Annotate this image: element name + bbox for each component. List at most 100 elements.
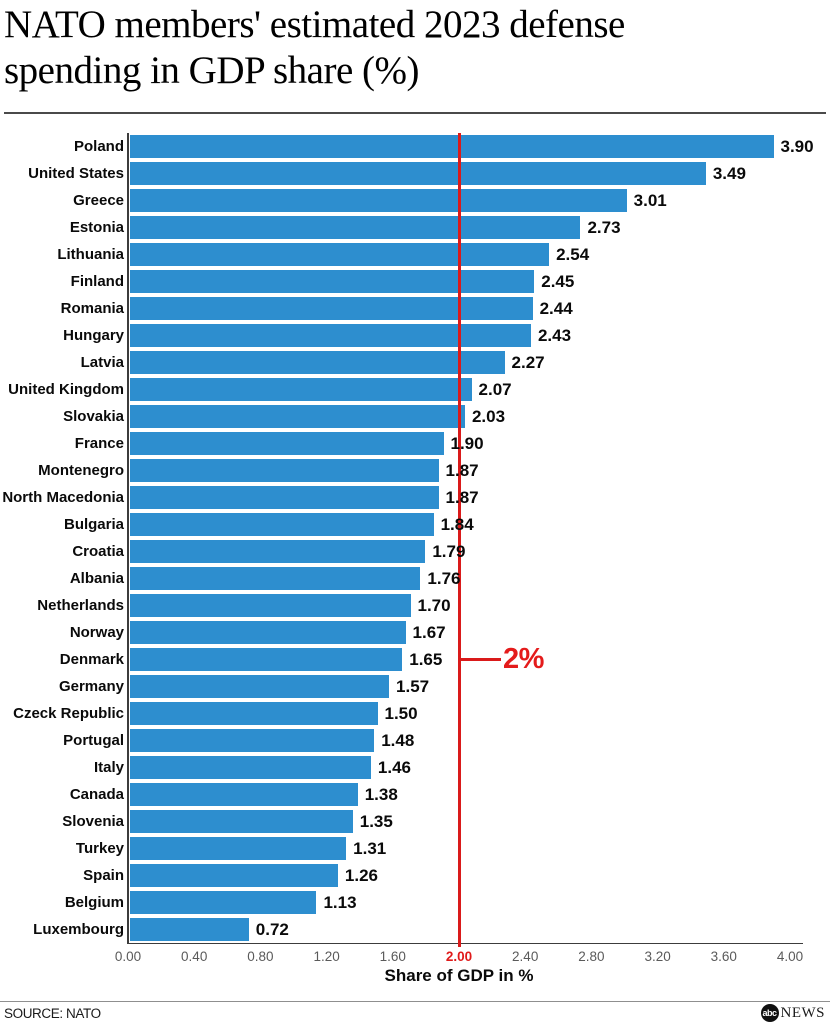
category-label: Norway <box>69 624 124 641</box>
bar-row: France 1.90 <box>0 430 830 457</box>
category-label: United States <box>28 165 124 182</box>
value-label: 1.65 <box>409 649 443 669</box>
value-label: 1.35 <box>359 811 393 831</box>
bar <box>130 351 505 374</box>
bar <box>130 189 627 212</box>
value-label: 1.79 <box>432 541 466 561</box>
bar-track: 1.67 <box>130 621 830 644</box>
bar-row: Poland 3.90 <box>0 133 830 160</box>
bar-row: Croatia 1.79 <box>0 538 830 565</box>
bar <box>130 243 550 266</box>
bar <box>130 162 706 185</box>
bar-track: 1.65 <box>130 648 830 671</box>
bar <box>130 810 353 833</box>
bar-track: 1.46 <box>130 756 830 779</box>
bar <box>130 918 249 941</box>
chart-title: NATO members' estimated 2023 defense spen… <box>4 2 824 93</box>
reference-line-label: 2% <box>503 642 544 675</box>
category-label: Montenegro <box>38 462 124 479</box>
category-label: Slovenia <box>62 813 124 830</box>
category-label: United Kingdom <box>8 381 124 398</box>
bar-row: Belgium 1.13 <box>0 889 830 916</box>
category-label: Slovakia <box>63 408 124 425</box>
value-label: 1.50 <box>384 703 418 723</box>
category-label: Luxembourg <box>33 921 124 938</box>
category-label: Albania <box>69 570 124 587</box>
bar-track: 2.45 <box>130 270 830 293</box>
bar <box>130 567 421 590</box>
x-tick-label: 3.20 <box>644 949 671 964</box>
bar <box>130 378 472 401</box>
value-label: 2.73 <box>587 217 621 237</box>
bar-row: Netherlands 1.70 <box>0 592 830 619</box>
bar <box>130 594 411 617</box>
value-label: 1.70 <box>417 595 451 615</box>
bar <box>130 513 434 536</box>
bar-track: 2.03 <box>130 405 830 428</box>
bar-row: Luxembourg 0.72 <box>0 916 830 943</box>
bar-track: 2.27 <box>130 351 830 374</box>
bar-row: Estonia 2.73 <box>0 214 830 241</box>
bar-track: 1.76 <box>130 567 830 590</box>
footer-divider <box>0 1001 830 1003</box>
bar-row: United States 3.49 <box>0 160 830 187</box>
bar <box>130 864 338 887</box>
bar <box>130 405 465 428</box>
bar-track: 1.79 <box>130 540 830 563</box>
x-tick-label: 1.20 <box>313 949 340 964</box>
bar-row: Italy 1.46 <box>0 754 830 781</box>
category-label: Bulgaria <box>63 516 124 533</box>
bar-track: 1.26 <box>130 864 830 887</box>
bar-row: Greece 3.01 <box>0 187 830 214</box>
bar-track: 2.43 <box>130 324 830 347</box>
bar <box>130 540 426 563</box>
bar-row: Bulgaria 1.84 <box>0 511 830 538</box>
category-label: Spain <box>83 867 124 884</box>
bar-track: 2.07 <box>130 378 830 401</box>
bar-track: 0.72 <box>130 918 830 941</box>
bar <box>130 648 403 671</box>
value-label: 1.57 <box>396 676 430 696</box>
value-label: 1.48 <box>381 730 415 750</box>
bar-row: North Macedonia 1.87 <box>0 484 830 511</box>
value-label: 3.49 <box>712 163 746 183</box>
bar-row: Slovenia 1.35 <box>0 808 830 835</box>
y-axis-line <box>127 133 129 943</box>
bar <box>130 216 581 239</box>
bar-row: Montenegro 1.87 <box>0 457 830 484</box>
category-label: Greece <box>73 192 124 209</box>
bar-track: 3.90 <box>130 135 830 158</box>
bar-row: Portugal 1.48 <box>0 727 830 754</box>
bar-row: Czeck Republic 1.50 <box>0 700 830 727</box>
bar <box>130 756 371 779</box>
bar <box>130 459 439 482</box>
bar-row: Finland 2.45 <box>0 268 830 295</box>
bar-track: 3.49 <box>130 162 830 185</box>
bar <box>130 675 390 698</box>
bar-row: Albania 1.76 <box>0 565 830 592</box>
bar-row: Canada 1.38 <box>0 781 830 808</box>
bar-row: Slovakia 2.03 <box>0 403 830 430</box>
category-label: Denmark <box>59 651 124 668</box>
bar-track: 1.84 <box>130 513 830 536</box>
bar-track: 3.01 <box>130 189 830 212</box>
value-label: 3.01 <box>633 190 667 210</box>
x-tick-label: 2.40 <box>512 949 539 964</box>
value-label: 1.76 <box>427 568 461 588</box>
bar-row: Germany 1.57 <box>0 673 830 700</box>
category-label: Netherlands <box>37 597 124 614</box>
category-label: Estonia <box>69 219 124 236</box>
bar <box>130 135 774 158</box>
value-label: 2.54 <box>556 244 590 264</box>
abc-news-logo: abc NEWS <box>760 1004 826 1022</box>
category-label: Turkey <box>75 840 124 857</box>
category-label: Portugal <box>63 732 124 749</box>
bar <box>130 783 358 806</box>
bar <box>130 324 531 347</box>
value-label: 2.45 <box>541 271 575 291</box>
bar <box>130 891 317 914</box>
value-label: 2.43 <box>537 325 572 345</box>
x-tick-label: 0.80 <box>247 949 274 964</box>
bar-track: 1.31 <box>130 837 830 860</box>
